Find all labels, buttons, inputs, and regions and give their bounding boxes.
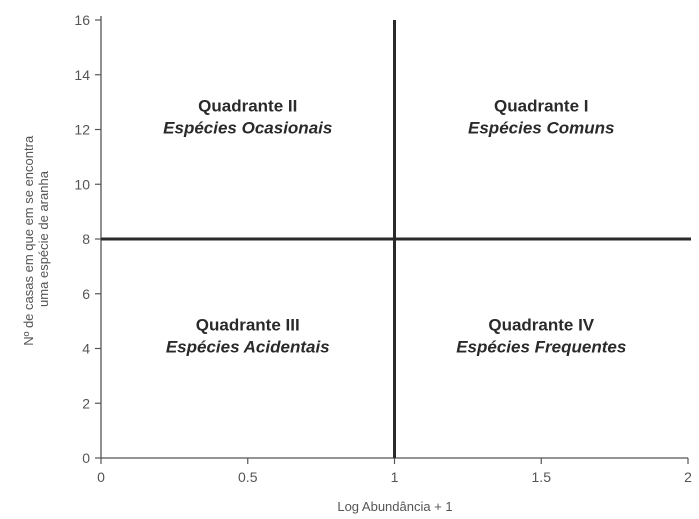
x-tick-label: 2	[684, 469, 692, 485]
x-tick-label: 1	[391, 469, 399, 485]
y-tick-label: 6	[82, 286, 90, 302]
quadrant-iv-title: Quadrante IV	[488, 316, 594, 335]
y-tick-label: 2	[82, 395, 90, 411]
y-tick-label: 0	[82, 450, 90, 466]
x-tick-label: 1.5	[532, 469, 552, 485]
quadrant-i-title: Quadrante I	[494, 97, 588, 116]
quadrant-labels-layer: Quadrante II Espécies Ocasionais Quadrante…	[163, 97, 626, 357]
quadrant-iv-subtitle: Espécies Frequentes	[456, 338, 626, 357]
y-tick-label: 10	[74, 176, 90, 192]
quadrant-ii-title: Quadrante II	[198, 97, 297, 116]
x-axis-title: Log Abundância + 1	[337, 499, 452, 514]
quadrant-iii-subtitle: Espécies Acidentais	[166, 338, 330, 357]
y-tick-label: 16	[74, 12, 90, 28]
quadrant-ii-subtitle: Espécies Ocasionais	[163, 119, 332, 138]
y-tick-label: 14	[74, 67, 90, 83]
dividers-layer	[101, 20, 691, 458]
y-tick-label: 8	[82, 231, 90, 247]
y-tick-label: 4	[82, 341, 90, 357]
quadrant-i-subtitle: Espécies Comuns	[468, 119, 614, 138]
x-tick-label: 0.5	[238, 469, 258, 485]
x-tick-label: 0	[97, 469, 105, 485]
y-axis-title-line-2: uma espécie de aranha	[36, 170, 51, 307]
y-axis-title-line-1: Nº de casas em que em se encontra	[21, 135, 36, 346]
y-axis-title: Nº de casas em que em se encontra uma es…	[21, 132, 51, 346]
y-tick-label: 12	[74, 122, 90, 138]
ticks-layer: 0 2 4 6 8 10 12 14 16 0 0.5 1 1.5 2	[74, 12, 692, 485]
quadrant-iii-title: Quadrante III	[196, 316, 300, 335]
